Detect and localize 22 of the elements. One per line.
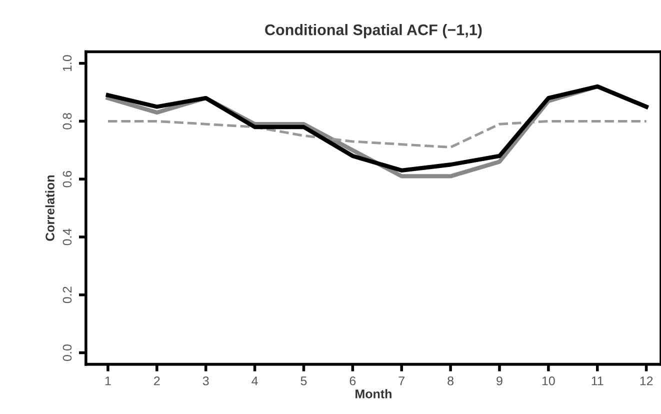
x-tick-label: 7: [398, 376, 404, 386]
x-tick-label: 6: [350, 376, 356, 386]
x-tick-label: 5: [300, 376, 307, 386]
y-axis-title: Correlation: [45, 175, 54, 241]
chart-title: Conditional Spatial ACF (−1,1): [265, 24, 482, 38]
y-tick-label: 0.2: [62, 286, 72, 304]
x-tick-label: 12: [640, 376, 653, 386]
x-tick-label: 2: [154, 376, 160, 386]
y-tick-label: 0.6: [62, 170, 72, 188]
x-axis-title: Month: [356, 389, 392, 398]
x-tick-label: 8: [448, 376, 454, 386]
x-tick-label: 3: [202, 376, 209, 386]
x-tick-label: 1: [105, 376, 111, 386]
y-tick-label: 0.0: [62, 344, 72, 361]
x-tick-label: 9: [496, 376, 502, 386]
x-tick-label: 10: [542, 376, 555, 386]
x-tick-label: 11: [592, 376, 604, 386]
y-tick-label: 0.8: [62, 113, 72, 130]
y-tick-label: 0.4: [62, 228, 72, 246]
y-tick-label: 1.0: [62, 55, 72, 72]
x-tick-label: 4: [252, 376, 258, 386]
line-series: [106, 120, 648, 149]
